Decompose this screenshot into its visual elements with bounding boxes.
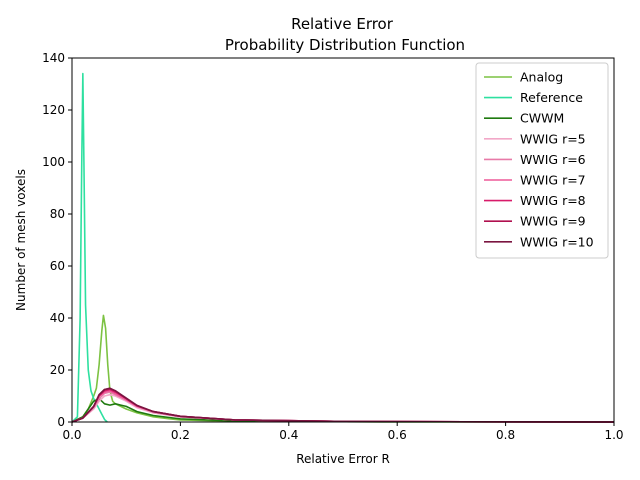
x-axis-label: Relative Error R (296, 452, 390, 466)
series-line-wwig-r-10 (71, 387, 615, 423)
y-tick-label: 40 (50, 311, 65, 325)
x-tick-label: 0.6 (388, 428, 407, 442)
series-line-cwwm (71, 397, 615, 423)
y-tick-label: 60 (50, 259, 65, 273)
legend-box (475, 62, 609, 259)
legend-label: WWIG r=5 (520, 131, 586, 146)
legend: Analog Reference CWWM WWIG r=5 WWIG r=6 WWIG … (475, 62, 609, 259)
y-tick-label: 20 (50, 363, 65, 377)
y-axis-label: Number of mesh voxels (14, 169, 28, 311)
series-line-wwig-r-5 (71, 393, 615, 423)
y-tick-label: 100 (42, 155, 65, 169)
y-tick-label: 0 (57, 415, 65, 429)
x-tick-label: 0.8 (496, 428, 515, 442)
series-line-analog (71, 314, 615, 423)
legend-label: Analog (520, 70, 563, 85)
legend-label: CWWM (520, 111, 564, 126)
legend-label: Reference (520, 90, 583, 105)
x-tick-label: 1.0 (604, 428, 623, 442)
x-tick-label: 0.2 (171, 428, 190, 442)
y-tick-label: 120 (42, 103, 65, 117)
axis-ticks-group: 0.0 0.2 0.4 0.6 0.8 1.0 0 20 40 60 80 100 120 140 (42, 51, 623, 442)
legend-label: WWIG r=7 (520, 173, 586, 188)
legend-label: WWIG r=10 (520, 234, 594, 249)
chart-title: Relative Error (291, 15, 394, 33)
x-tick-label: 0.4 (279, 428, 298, 442)
legend-label: WWIG r=6 (520, 152, 586, 167)
y-tick-label: 80 (50, 207, 65, 221)
x-tick-label: 0.0 (62, 428, 81, 442)
series-line-reference (71, 72, 108, 423)
plot-series-group (71, 72, 615, 423)
plot-frame (71, 57, 615, 423)
y-tick-label: 140 (42, 51, 65, 65)
chart-subtitle: Probability Distribution Function (225, 36, 465, 54)
legend-label: WWIG r=8 (520, 193, 586, 208)
legend-label: WWIG r=9 (520, 214, 586, 229)
